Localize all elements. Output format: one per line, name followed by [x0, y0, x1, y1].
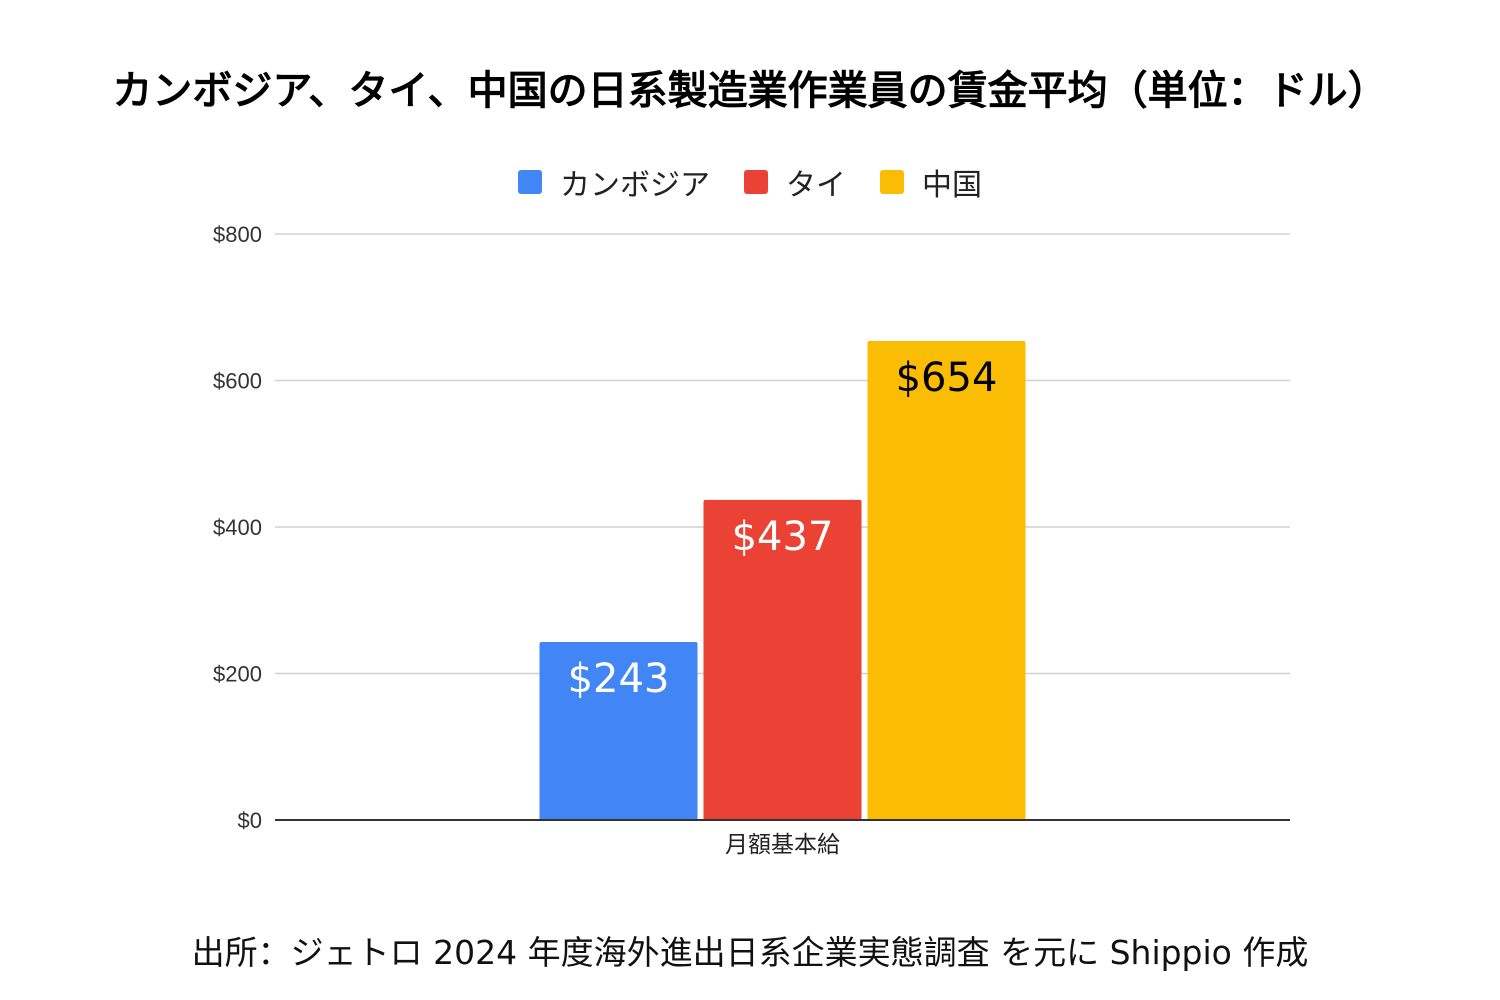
legend: カンボジア タイ 中国	[0, 160, 1500, 204]
legend-swatch	[880, 170, 904, 194]
legend-swatch	[518, 170, 542, 194]
legend-label: カンボジア	[560, 168, 710, 203]
legend-item: 中国	[880, 160, 982, 204]
x-tick-label: 月額基本給	[725, 832, 840, 858]
bar-2	[703, 499, 862, 820]
legend-item: タイ	[744, 160, 846, 204]
bar-3	[867, 340, 1026, 820]
source-note: 出所：ジェトロ 2024 年度海外進出日系企業実態調査 を元に Shippio …	[191, 933, 1309, 972]
y-tick-label: $400	[213, 515, 262, 540]
y-tick-label: $0	[238, 808, 262, 833]
bar-1	[539, 642, 698, 820]
legend-label: 中国	[922, 168, 982, 203]
chart-title: カンボジア、タイ、中国の日系製造業作業員の賃金平均（単位：ドル）	[112, 68, 1388, 114]
legend-swatch	[744, 170, 768, 194]
data-label: $243	[568, 656, 670, 702]
legend-item: カンボジア	[518, 160, 710, 204]
data-label: $437	[732, 514, 834, 560]
y-tick-label: $600	[213, 369, 262, 394]
data-label: $654	[896, 355, 998, 401]
y-tick-label: $800	[213, 222, 262, 247]
legend-label: タイ	[786, 168, 846, 203]
y-tick-label: $200	[213, 662, 262, 687]
